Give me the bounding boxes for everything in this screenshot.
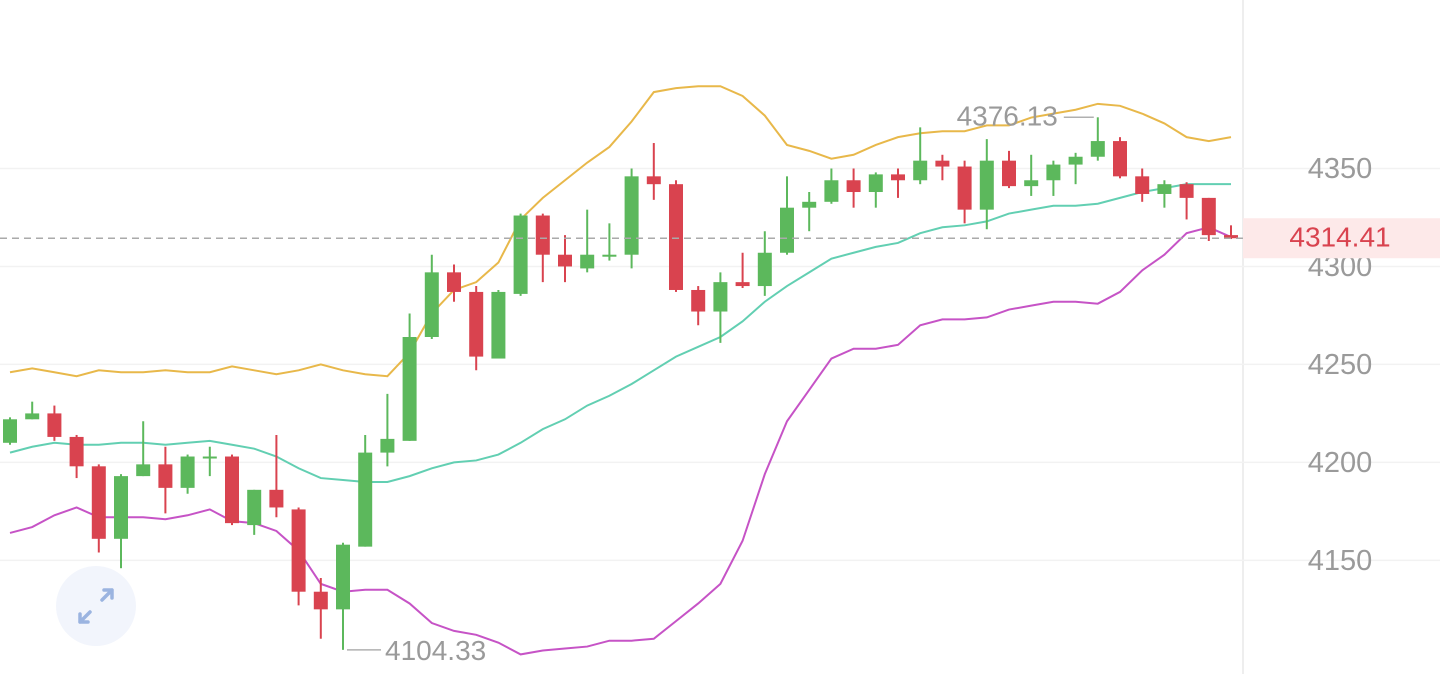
candle-body bbox=[380, 438, 395, 453]
candle-body bbox=[3, 419, 17, 443]
candle-body bbox=[291, 509, 306, 592]
candle-body bbox=[558, 254, 572, 267]
candle-body bbox=[402, 337, 417, 441]
candle-body bbox=[713, 282, 728, 312]
candle-body bbox=[957, 166, 972, 210]
candle-body bbox=[336, 544, 350, 610]
candle-body bbox=[180, 456, 195, 488]
band-line bbox=[9, 85, 1232, 378]
candle-body bbox=[447, 272, 461, 292]
candle-body bbox=[868, 174, 883, 193]
candle-body bbox=[69, 436, 84, 467]
candle-body bbox=[691, 289, 706, 312]
candle-body bbox=[1135, 176, 1150, 194]
bands bbox=[9, 85, 1232, 656]
price-tag-bg bbox=[1243, 218, 1440, 259]
candle-body bbox=[1024, 180, 1039, 187]
candle-body bbox=[1113, 141, 1127, 177]
candle-body bbox=[247, 489, 262, 526]
candle-body bbox=[1090, 141, 1105, 157]
candle-body bbox=[624, 176, 639, 255]
candle-body bbox=[47, 413, 62, 437]
candle-body bbox=[646, 176, 661, 185]
price-tag: 4314.41 bbox=[1289, 222, 1390, 253]
candle-body bbox=[913, 160, 928, 181]
candle-body bbox=[535, 215, 550, 255]
candle-body bbox=[491, 291, 506, 359]
candle-body bbox=[313, 591, 328, 610]
candle-body bbox=[1224, 235, 1238, 239]
candle-body bbox=[424, 272, 439, 337]
candle-body bbox=[780, 207, 794, 253]
y-tick-label: 4350 bbox=[1308, 153, 1373, 185]
labels: 415042004250430043504376.134104.334314.4… bbox=[0, 101, 1440, 666]
min-label: 4104.33 bbox=[385, 635, 486, 666]
candle-body bbox=[225, 456, 239, 524]
candle-body bbox=[202, 456, 217, 459]
candle-body bbox=[1046, 164, 1061, 181]
candle-body bbox=[1201, 197, 1216, 236]
band-line bbox=[9, 226, 1232, 656]
candle-body bbox=[25, 413, 40, 420]
candle-body bbox=[802, 201, 817, 208]
candle-body bbox=[846, 180, 861, 193]
candle-body bbox=[602, 254, 617, 257]
grid bbox=[0, 167, 1440, 562]
candle-body bbox=[824, 180, 839, 202]
candle-body bbox=[669, 184, 683, 290]
y-tick-label: 4150 bbox=[1308, 545, 1373, 577]
band-line bbox=[9, 183, 1231, 483]
candle-body bbox=[158, 464, 173, 488]
candle-body bbox=[1179, 184, 1194, 198]
candle-body bbox=[269, 489, 284, 508]
candle-body bbox=[1002, 160, 1016, 187]
candle-body bbox=[935, 160, 950, 167]
y-tick-label: 4250 bbox=[1308, 349, 1373, 381]
candle-body bbox=[891, 174, 905, 181]
candle-body bbox=[735, 282, 750, 287]
candle-body bbox=[91, 466, 106, 539]
candle-body bbox=[1157, 184, 1172, 194]
candle-body bbox=[979, 160, 994, 210]
candle-body bbox=[580, 254, 595, 269]
y-tick-label: 4200 bbox=[1308, 447, 1373, 479]
candle-body bbox=[358, 452, 373, 547]
candle-body bbox=[513, 215, 528, 294]
candle-body bbox=[1068, 156, 1083, 165]
candle-body bbox=[469, 291, 484, 357]
candle-body bbox=[757, 252, 772, 287]
expand-button[interactable] bbox=[56, 566, 136, 646]
candle-body bbox=[136, 464, 151, 477]
candle-body bbox=[114, 476, 128, 539]
max-label: 4376.13 bbox=[957, 101, 1058, 132]
candles bbox=[3, 117, 1238, 650]
